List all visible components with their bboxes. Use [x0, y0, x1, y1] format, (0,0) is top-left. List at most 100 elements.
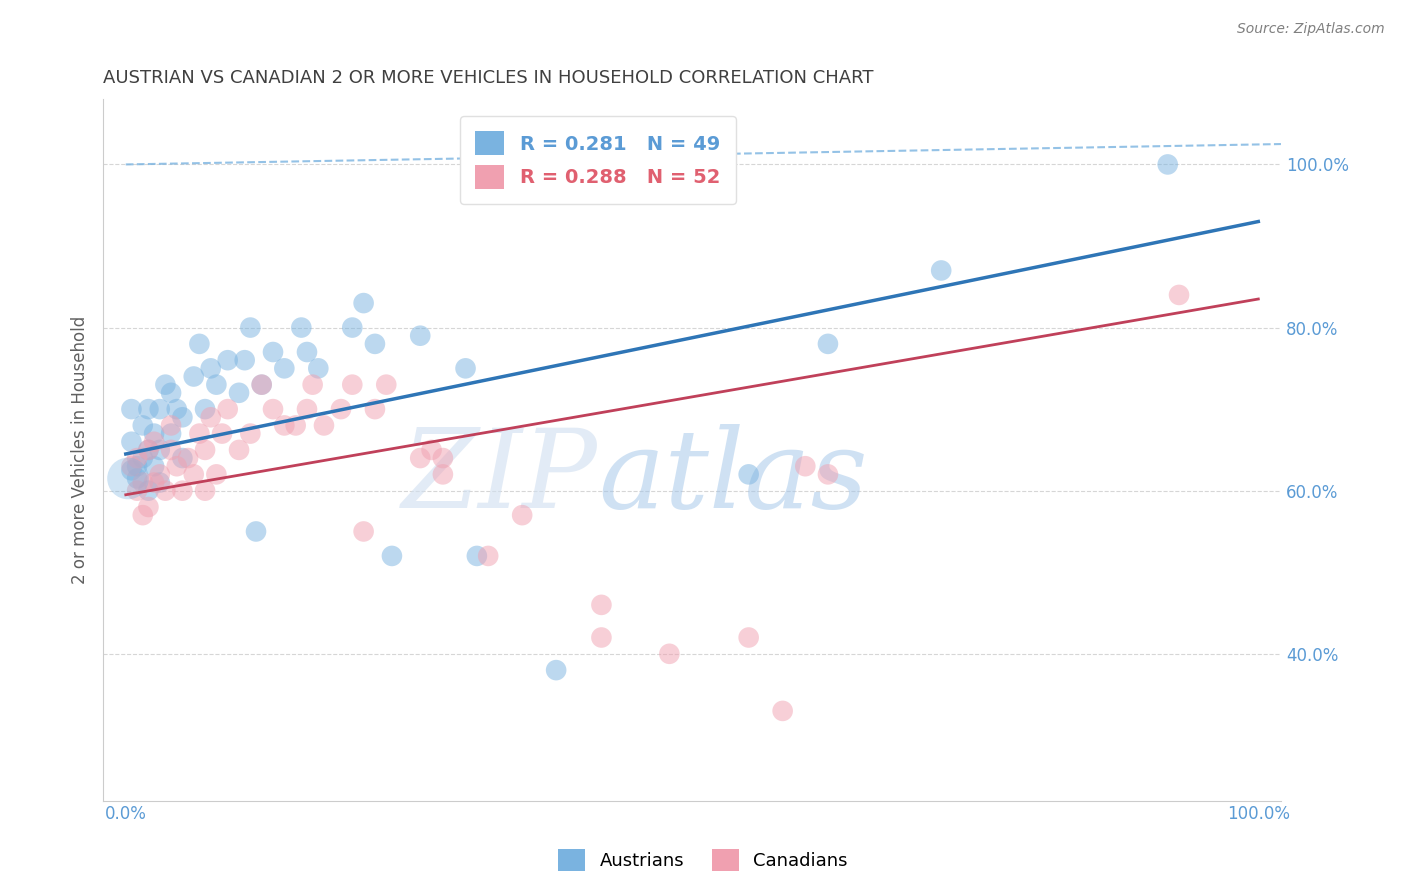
- Legend: R = 0.281   N = 49, R = 0.288   N = 52: R = 0.281 N = 49, R = 0.288 N = 52: [460, 116, 735, 204]
- Point: [262, 402, 284, 417]
- Point: [149, 402, 172, 417]
- Point: [143, 426, 166, 441]
- Point: [149, 475, 172, 490]
- Point: [211, 426, 233, 441]
- Point: [160, 442, 183, 457]
- Point: [127, 459, 149, 474]
- Point: [138, 402, 160, 417]
- Point: [737, 631, 759, 645]
- Point: [228, 442, 250, 457]
- Point: [295, 402, 318, 417]
- Point: [591, 631, 613, 645]
- Point: [172, 483, 194, 498]
- Point: [250, 377, 273, 392]
- Point: [591, 598, 613, 612]
- Text: ZIP: ZIP: [402, 425, 598, 532]
- Point: [353, 296, 375, 310]
- Legend: Austrians, Canadians: Austrians, Canadians: [551, 842, 855, 879]
- Point: [284, 418, 307, 433]
- Point: [239, 426, 262, 441]
- Point: [117, 471, 139, 485]
- Point: [1168, 288, 1191, 302]
- Point: [138, 442, 160, 457]
- Point: [772, 704, 794, 718]
- Point: [510, 508, 533, 523]
- Point: [160, 426, 183, 441]
- Point: [127, 471, 149, 485]
- Point: [290, 320, 312, 334]
- Point: [132, 451, 155, 466]
- Point: [177, 451, 200, 466]
- Y-axis label: 2 or more Vehicles in Household: 2 or more Vehicles in Household: [72, 316, 89, 584]
- Point: [120, 459, 142, 474]
- Point: [364, 337, 387, 351]
- Point: [120, 434, 142, 449]
- Point: [205, 377, 228, 392]
- Point: [194, 483, 217, 498]
- Point: [172, 451, 194, 466]
- Point: [409, 328, 432, 343]
- Point: [477, 549, 499, 563]
- Point: [132, 475, 155, 490]
- Point: [409, 451, 432, 466]
- Point: [454, 361, 477, 376]
- Point: [353, 524, 375, 539]
- Point: [143, 459, 166, 474]
- Point: [132, 418, 155, 433]
- Point: [127, 483, 149, 498]
- Point: [312, 418, 335, 433]
- Point: [794, 459, 817, 474]
- Point: [120, 463, 142, 477]
- Point: [432, 467, 454, 482]
- Point: [295, 345, 318, 359]
- Point: [138, 442, 160, 457]
- Point: [172, 410, 194, 425]
- Point: [262, 345, 284, 359]
- Point: [155, 377, 177, 392]
- Point: [194, 402, 217, 417]
- Point: [307, 361, 329, 376]
- Point: [228, 385, 250, 400]
- Point: [1157, 157, 1180, 171]
- Text: atlas: atlas: [598, 425, 868, 532]
- Point: [188, 337, 211, 351]
- Point: [330, 402, 353, 417]
- Point: [132, 508, 155, 523]
- Point: [200, 361, 222, 376]
- Point: [432, 451, 454, 466]
- Point: [149, 467, 172, 482]
- Point: [183, 467, 205, 482]
- Point: [160, 418, 183, 433]
- Point: [273, 361, 295, 376]
- Point: [658, 647, 681, 661]
- Point: [166, 459, 188, 474]
- Point: [381, 549, 404, 563]
- Point: [155, 483, 177, 498]
- Point: [250, 377, 273, 392]
- Point: [546, 663, 568, 677]
- Point: [301, 377, 323, 392]
- Point: [149, 442, 172, 457]
- Point: [143, 434, 166, 449]
- Point: [737, 467, 759, 482]
- Text: Source: ZipAtlas.com: Source: ZipAtlas.com: [1237, 22, 1385, 37]
- Point: [342, 377, 364, 392]
- Point: [205, 467, 228, 482]
- Point: [217, 402, 239, 417]
- Point: [465, 549, 488, 563]
- Point: [138, 500, 160, 514]
- Point: [183, 369, 205, 384]
- Point: [217, 353, 239, 368]
- Point: [200, 410, 222, 425]
- Point: [143, 475, 166, 490]
- Point: [342, 320, 364, 334]
- Point: [817, 467, 839, 482]
- Point: [273, 418, 295, 433]
- Point: [239, 320, 262, 334]
- Point: [245, 524, 267, 539]
- Point: [188, 426, 211, 441]
- Text: AUSTRIAN VS CANADIAN 2 OR MORE VEHICLES IN HOUSEHOLD CORRELATION CHART: AUSTRIAN VS CANADIAN 2 OR MORE VEHICLES …: [103, 69, 873, 87]
- Point: [160, 385, 183, 400]
- Point: [166, 402, 188, 417]
- Point: [127, 451, 149, 466]
